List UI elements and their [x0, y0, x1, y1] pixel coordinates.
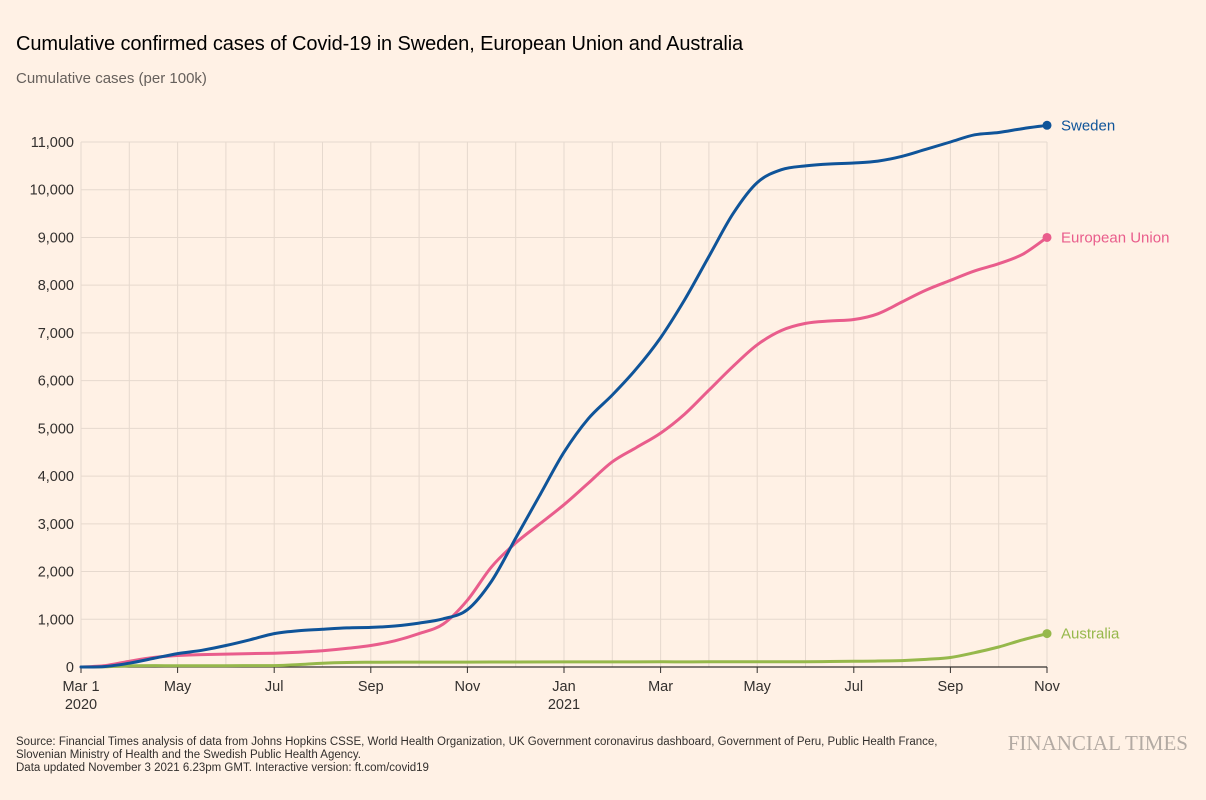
y-tick-label: 0: [66, 660, 74, 676]
y-axis-ticks: 0 1,000 2,000 3,000 4,000 5,000 6,000 7,000 8,00…: [30, 135, 74, 676]
x-tick-label: Sep: [358, 679, 384, 695]
series-label-european-union: European Union: [1061, 229, 1169, 246]
y-tick-label: 11,000: [31, 135, 74, 151]
x-tick-year-label: 2021: [548, 697, 580, 713]
chart-subtitle: Cumulative cases (per 100k): [16, 70, 207, 87]
y-tick-label: 9,000: [38, 230, 74, 246]
data-updated: Data updated November 3 2021 6.23pm GMT.…: [16, 762, 429, 774]
x-axis: Mar 1 2020 May Jul Sep Nov Jan 2021 Mar May Jul Sep…: [62, 666, 1061, 713]
gridlines: [80, 141, 1048, 667]
x-tick-label: Jul: [265, 679, 284, 695]
x-tick-label: Sep: [937, 679, 963, 695]
x-tick-label: Jan: [552, 679, 575, 695]
financial-times-logo: FINANCIAL TIMES: [1007, 731, 1188, 755]
x-tick-label: May: [743, 679, 771, 695]
x-tick-label: May: [164, 679, 192, 695]
y-tick-label: 5,000: [38, 421, 74, 437]
x-tick-label: Mar 1: [62, 679, 99, 695]
series-label-australia: Australia: [1061, 626, 1120, 643]
source-line-1: Source: Financial Times analysis of data…: [16, 736, 938, 748]
series-lines: [79, 120, 1052, 669]
y-tick-label: 2,000: [38, 565, 74, 581]
series-endpoint-european-union: [1042, 232, 1052, 242]
y-tick-label: 4,000: [38, 469, 74, 485]
series-labels: Australia European Union Sweden: [1061, 117, 1169, 642]
y-tick-label: 10,000: [30, 183, 74, 199]
x-tick-label: Nov: [1034, 679, 1061, 695]
series-line-sweden: [79, 123, 1049, 669]
y-tick-label: 8,000: [38, 278, 74, 294]
source-line-2: Slovenian Ministry of Health and the Swe…: [16, 749, 361, 761]
x-tick-label: Mar: [648, 679, 673, 695]
x-tick-label: Nov: [455, 679, 482, 695]
x-tick-label: Jul: [845, 679, 864, 695]
source-note: Source: Financial Times analysis of data…: [16, 736, 976, 775]
y-tick-label: 6,000: [38, 374, 74, 390]
line-chart: 0 1,000 2,000 3,000 4,000 5,000 6,000 7,000 8,00…: [30, 117, 1170, 713]
series-label-sweden: Sweden: [1061, 117, 1115, 134]
series-endpoint-australia: [1042, 629, 1052, 639]
y-tick-label: 7,000: [38, 326, 74, 342]
series-endpoint-sweden: [1042, 120, 1052, 130]
y-tick-label: 1,000: [38, 612, 74, 628]
x-tick-year-label: 2020: [65, 697, 97, 713]
chart-title: Cumulative confirmed cases of Covid-19 i…: [16, 33, 744, 55]
series-line-european-union: [79, 236, 1049, 669]
series-line-australia: [79, 632, 1049, 669]
y-tick-label: 3,000: [38, 517, 74, 533]
